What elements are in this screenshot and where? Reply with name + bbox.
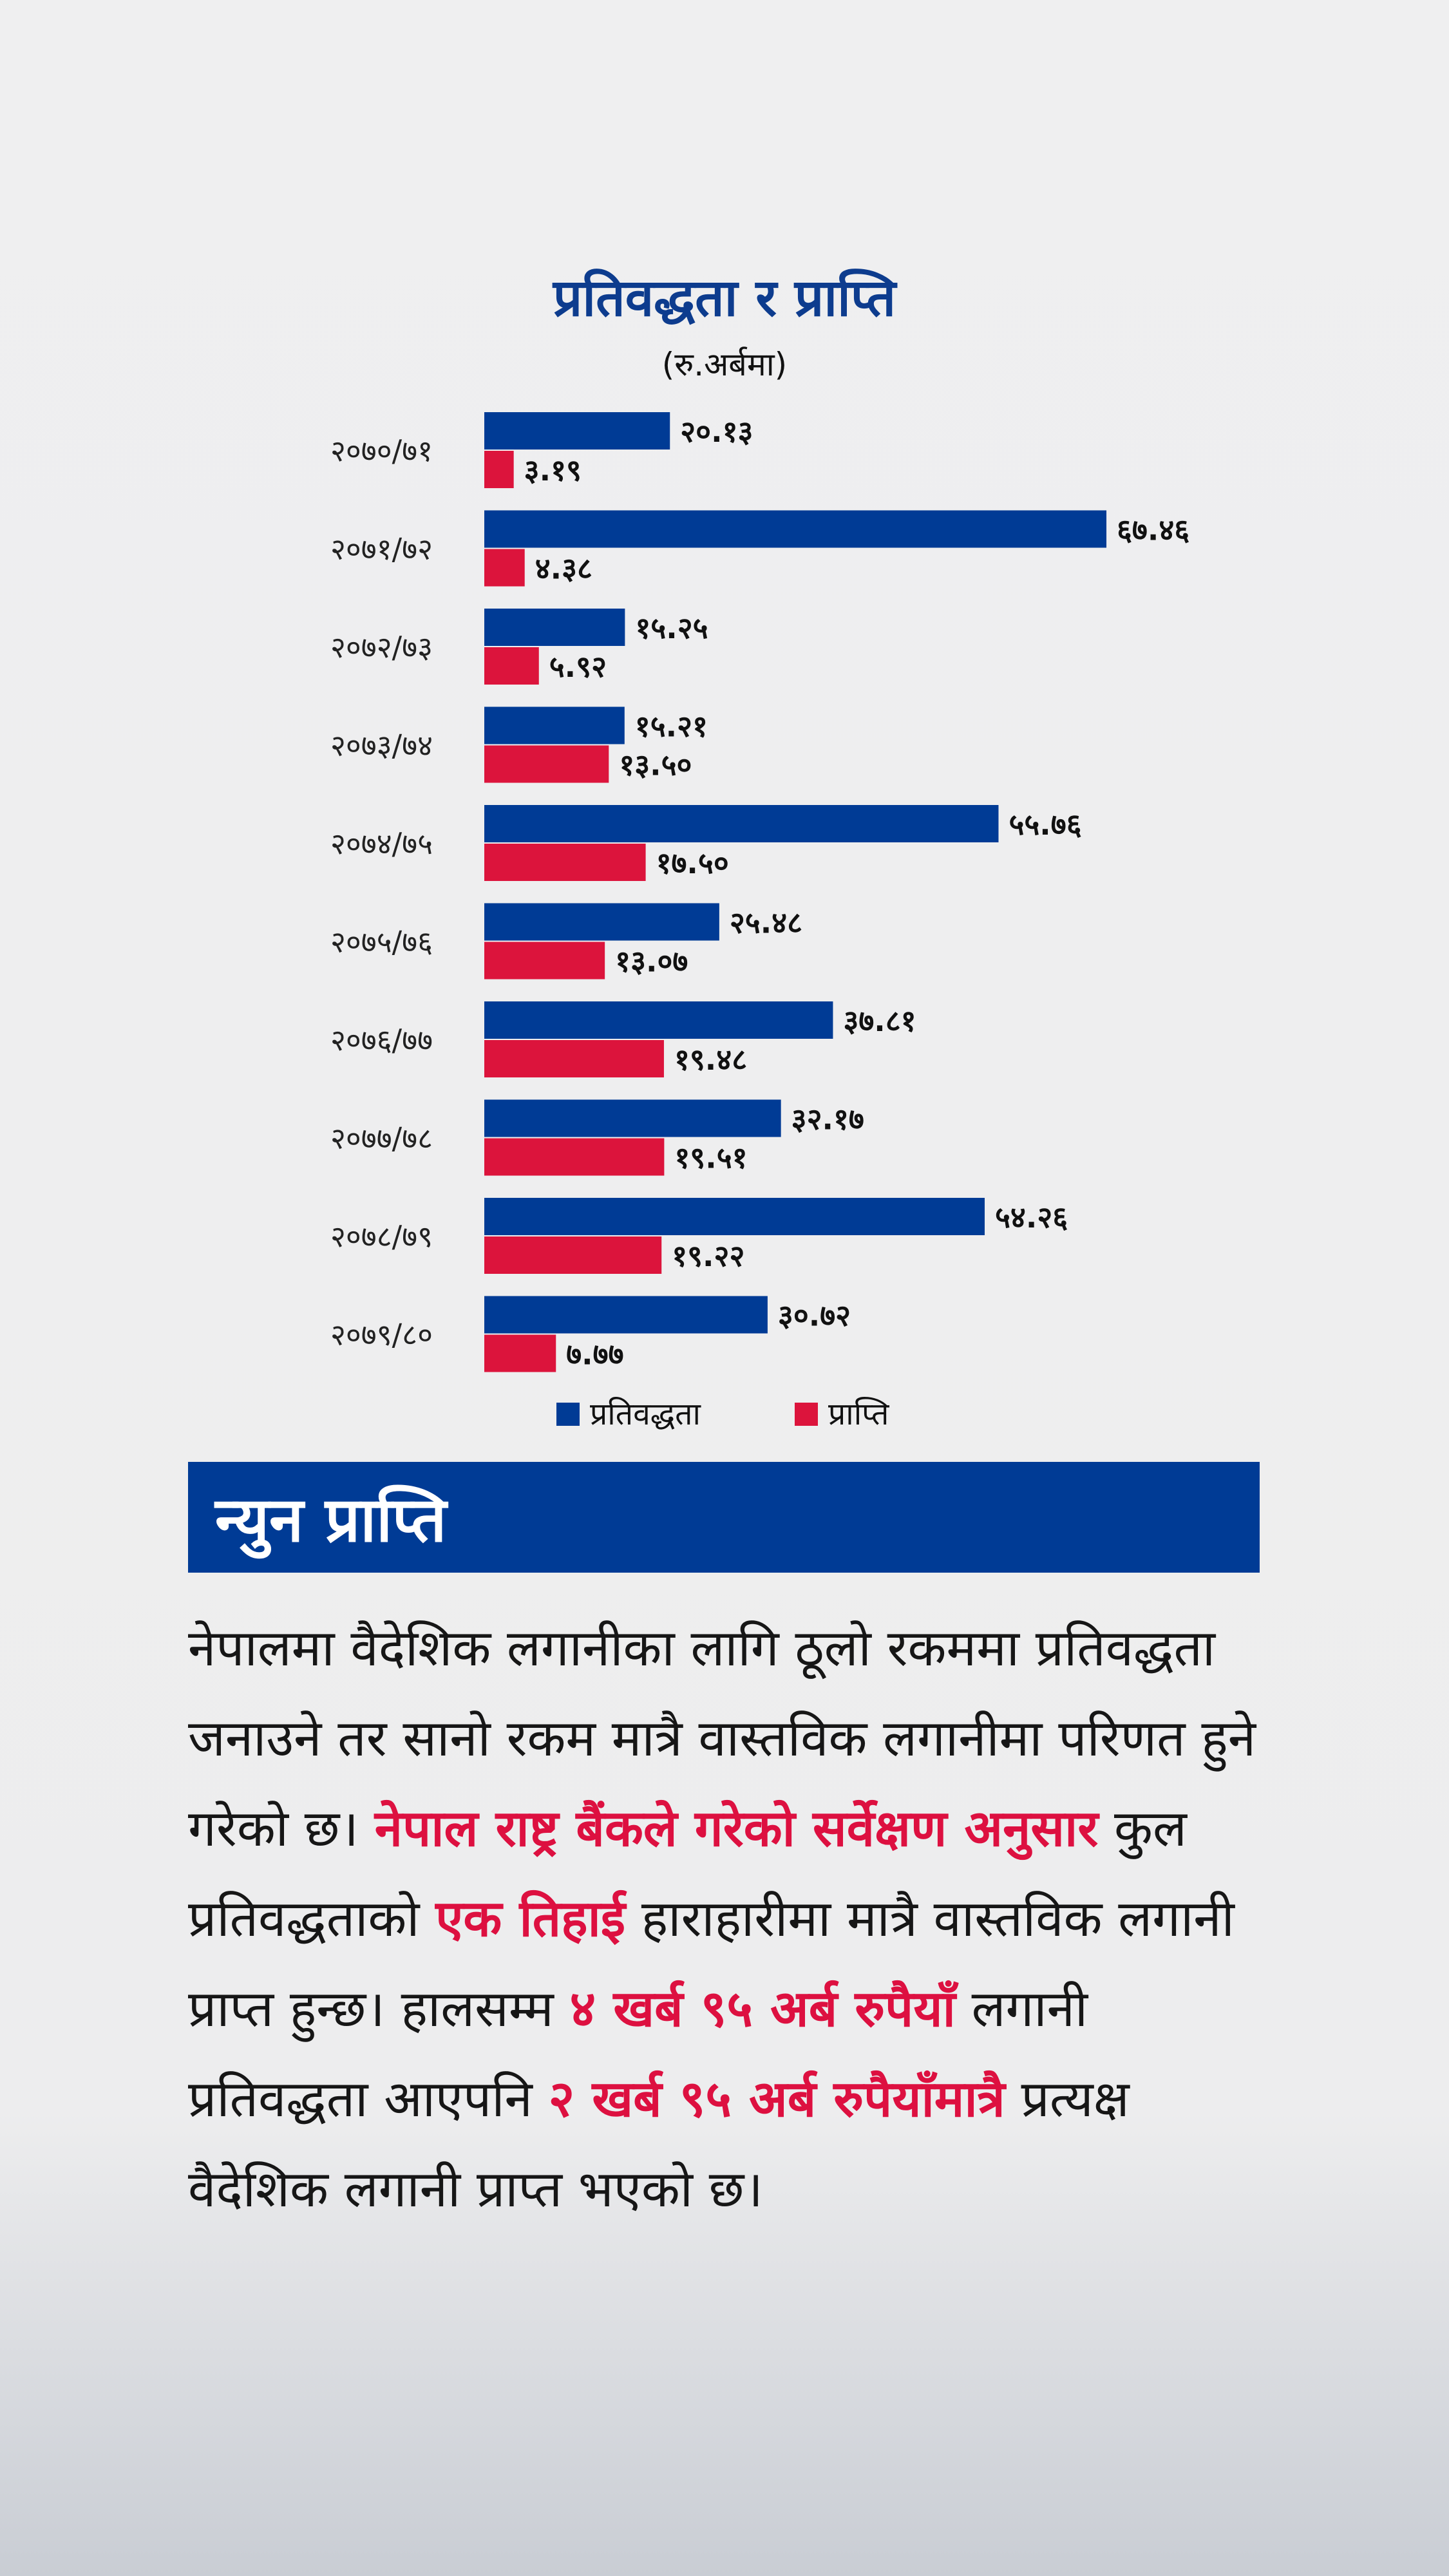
received-bar [484,549,525,587]
category-label: २०७४/७५ [330,826,433,861]
commitment-bar [484,1099,781,1137]
chart-subtitle: (रु.अर्बमा) [661,346,788,383]
paragraph-text: नेपालमा वैदेशिक लगानीका लागि ठूलो रकममा … [188,1620,1256,1858]
bar-chart: २०७०/७१ २०.१३ ३.१९ २०७१/७२ ६७.४६ ४.३८ २०७२/७३ १… [330,412,1189,1432]
data-label: ५.९२ [549,649,607,684]
data-label: ७.७७ [566,1337,623,1372]
data-label: १५.२१ [635,709,708,744]
received-bar [484,1334,556,1372]
commitment-bar [484,903,719,941]
data-label: १५.२५ [635,611,708,645]
data-label: २५.४८ [730,905,802,940]
paragraph-text: कुल प्रतिवद्धताको [188,1800,1187,1948]
commitment-bar [484,805,999,842]
received-bar [484,942,605,980]
commitment-bar [484,1001,833,1039]
highlighted-text: नेपाल राष्ट्र बैंकले गरेको सर्वेक्षण अनु… [374,1800,1099,1858]
category-label: २०७५/७६ [330,925,433,960]
data-label: १३.५० [619,748,692,782]
received-bar [484,1138,665,1176]
data-label: ४.३८ [535,551,592,586]
category-label: २०७२/७३ [330,630,433,665]
paragraph-text: हाराहारीमा मात्रै वास्तविक लगानी प्राप्त… [188,1890,1235,2038]
data-label: ३.१९ [524,453,582,488]
legend-swatch [556,1403,580,1426]
legend-label: प्रतिवद्धता [590,1396,702,1432]
commitment-bar [484,609,625,646]
data-label: १९.४८ [674,1042,747,1077]
data-label: ६७.४६ [1117,513,1189,547]
legend-label: प्राप्ति [828,1396,890,1432]
data-label: ५५.७६ [1009,807,1081,842]
paragraph-text: प्रत्यक्ष वैदेशिक लगानी प्राप्त भएको छ। [188,2070,1130,2219]
highlighted-text: एक तिहाई [435,1890,626,1948]
commitment-bar [484,1296,768,1334]
paragraph-text: लगानी प्रतिवद्धता आएपनि [188,1980,1088,2128]
section-heading: न्युन प्राप्ति [215,1483,447,1556]
data-label: ५४.२६ [995,1200,1068,1235]
received-bar [484,1236,662,1274]
received-bar [484,647,539,685]
category-label: २०७९/८० [330,1318,433,1352]
category-label: २०७०/७१ [330,433,433,468]
data-label: ३२.१७ [791,1102,864,1137]
data-label: १९.२२ [672,1238,744,1273]
received-bar [484,844,646,881]
category-label: २०७८/७९ [330,1219,433,1254]
data-label: ३७.८१ [843,1003,916,1038]
category-label: २०७३/७४ [330,728,433,763]
body-paragraph: नेपालमा वैदेशिक लगानीका लागि ठूलो रकममा … [188,1604,1270,2235]
received-bar [484,1040,664,1077]
data-label: १९.५१ [674,1141,747,1175]
commitment-bar [484,510,1107,548]
category-label: २०७१/७२ [330,532,433,567]
commitment-bar [484,706,625,744]
received-bar [484,451,514,488]
received-bar [484,745,609,783]
data-label: १७.५० [656,846,729,880]
chart-title: प्रतिवद्धता र प्राप्ति [553,267,896,328]
category-label: २०७७/७८ [330,1121,433,1156]
section-banner: न्युन प्राप्ति [188,1462,1260,1573]
category-label: २०७६/७७ [330,1023,433,1057]
highlighted-text: २ खर्ब ९५ अर्ब रुपैयाँमात्रै [548,2070,1005,2128]
commitment-bar [484,1198,985,1235]
highlighted-text: ४ खर्ब ९५ अर्ब रुपैयाँ [569,1980,956,2038]
data-label: २०.१३ [680,414,753,449]
data-label: ३०.७२ [778,1298,851,1333]
data-label: १३.०७ [615,944,688,979]
legend-swatch [795,1403,818,1426]
commitment-bar [484,412,670,450]
